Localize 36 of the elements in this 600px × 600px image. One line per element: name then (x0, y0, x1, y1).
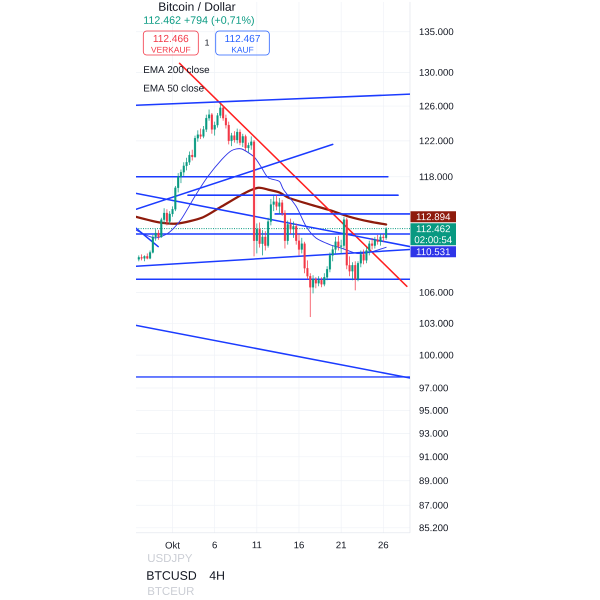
annotation: EMA 50 close (144, 84, 204, 92)
chart-title: Bitcoin / Dollar (159, 2, 236, 11)
y-tick-label: 126.000 (420, 102, 454, 110)
x-tick-label: 6 (212, 542, 217, 548)
annotation: 112.467 (225, 34, 260, 42)
text: 112.462 +794 (+0,71%) (144, 16, 254, 26)
x-tick-label: Okt (166, 542, 180, 549)
text: 110.531 (416, 248, 450, 256)
y-tick-label: 97.000 (419, 384, 448, 392)
y-tick-label: 135.000 (420, 28, 454, 36)
text: BTCUSD (147, 571, 196, 580)
text: 4H (210, 571, 224, 580)
y-tick-label: 89.000 (419, 477, 448, 484)
annotation: KAUF (232, 46, 254, 53)
y-tick-label: 118.000 (420, 173, 453, 180)
annotation: VERKAUF (151, 46, 190, 53)
y-tick-label: 122.000 (420, 137, 454, 144)
x-tick-label: 11 (252, 542, 262, 548)
x-tick-label: 26 (378, 542, 388, 548)
y-tick-label: 130.000 (420, 69, 454, 76)
x-tick-label: 16 (294, 542, 304, 548)
y-tick-label: 100.000 (420, 352, 454, 359)
y-tick-label: 87.000 (419, 502, 448, 509)
y-tick-label: 95.000 (419, 407, 448, 414)
text: 02:00:54 (414, 236, 452, 244)
text: 112.894 (416, 213, 450, 220)
x-tick-label: 21 (336, 542, 346, 548)
y-tick-label: 85.200 (419, 524, 448, 532)
y-tick-label: 103.000 (420, 320, 454, 327)
y-tick-label: 93.000 (419, 430, 448, 437)
annotation: 112.466 (154, 34, 188, 42)
y-tick-label: 106.000 (420, 288, 454, 296)
annotation: 1 (205, 39, 210, 46)
text: 112.462 (416, 225, 450, 232)
annotation: EMA 200 close (144, 66, 210, 74)
y-tick-label: 91.000 (419, 453, 448, 460)
